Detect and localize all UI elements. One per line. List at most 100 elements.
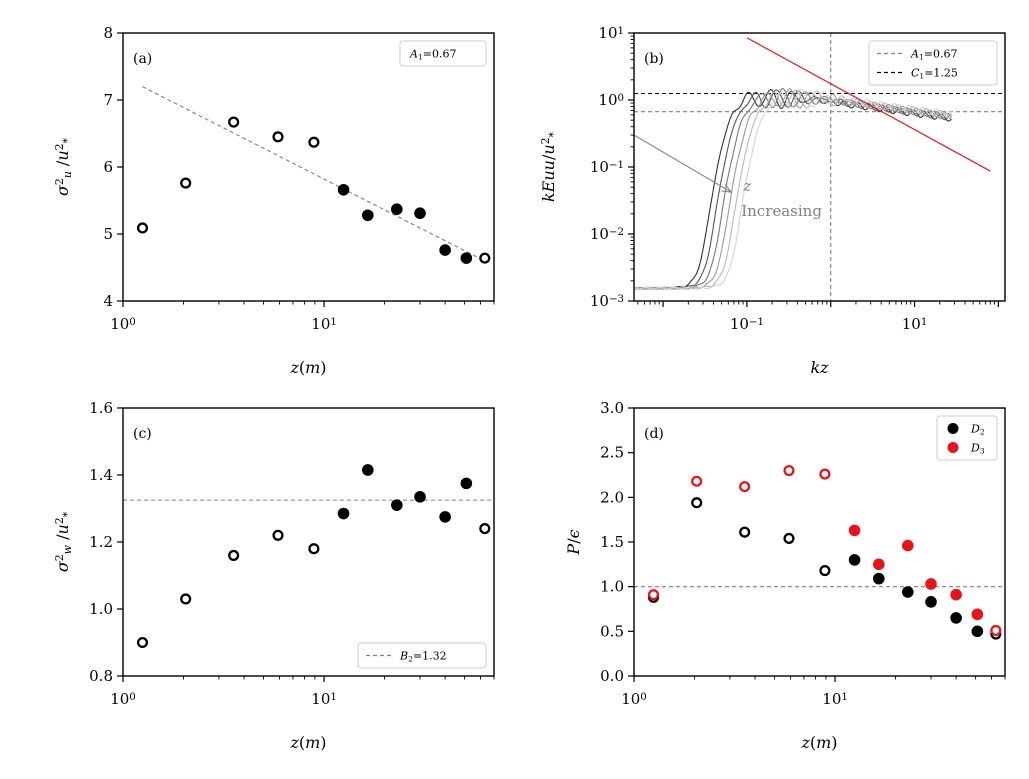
legend-b: [868, 40, 998, 86]
point-D3-open-5: [990, 624, 1002, 636]
legend-label-b-0: A1=0.67: [910, 48, 957, 62]
point-D2-filled-4: [950, 612, 962, 624]
point-open-2: [228, 549, 240, 561]
point-filled-4: [439, 511, 451, 523]
legend-label-d-1: D3: [970, 442, 985, 456]
point-D2-open-4: [819, 565, 831, 577]
y-axis-label-b: kEuu/u2*: [539, 131, 560, 202]
plot-area-a: [136, 86, 491, 264]
legend-marker-d-0: [947, 423, 959, 434]
y-tick-label-d-2: 1.0: [600, 578, 624, 596]
legend-a: [399, 40, 487, 67]
increasing-arrow-shaft: [634, 134, 732, 193]
legend-label-b-1: C1=1.25: [911, 67, 958, 81]
point-open-4: [308, 543, 320, 555]
y-tick-label-c-2: 1.2: [89, 533, 113, 551]
y-tick-label-c-3: 1.4: [89, 466, 113, 484]
point-open-5: [479, 252, 491, 264]
y-tick-label-d-5: 2.5: [600, 444, 624, 462]
x-tick-label-c-0: 100: [110, 690, 136, 708]
y-tick-label-a-4: 8: [103, 24, 113, 42]
panel-label-b: (b): [644, 51, 664, 67]
annotation-z: z: [742, 177, 751, 195]
fit-line-a-0: [142, 86, 481, 260]
legend-label-d-0: D2: [970, 423, 985, 437]
point-filled-0: [337, 183, 350, 196]
spectrum-s5: [634, 89, 953, 290]
y-tick-label-b-3: 100: [598, 91, 624, 109]
x-axis-label-c: z(m): [289, 733, 326, 752]
x-axis-label-a: z(m): [289, 358, 326, 377]
plot-area-b: [634, 33, 1005, 301]
point-open-1: [180, 593, 192, 605]
legend-c: [357, 642, 487, 669]
point-filled-3: [414, 207, 426, 220]
point-filled-4: [439, 244, 451, 256]
panel-a: 100 101 4 5 6 7 8 z(m) σ2u /u2* (a) A1=0.67: [53, 24, 495, 377]
x-tick-label-b-0: 10−1: [730, 315, 764, 333]
y-tick-label-a-1: 5: [103, 225, 113, 243]
y-tick-label-c-0: 0.8: [89, 667, 113, 685]
point-D3-filled-5: [971, 608, 984, 621]
legend-label-c-0: B2=1.32: [399, 650, 447, 664]
point-open-0: [136, 636, 149, 649]
spectrum-s2: [634, 89, 952, 290]
spectrum-s3: [634, 88, 953, 290]
y-tick-label-d-1: 0.5: [600, 622, 624, 640]
axes-frame-a: [122, 32, 495, 302]
y-tick-label-a-3: 7: [103, 91, 113, 109]
point-filled-1: [362, 209, 374, 222]
x-tick-label-c-1: 101: [311, 690, 337, 708]
y-axis-label-c: σ2w /u2*: [53, 511, 74, 572]
plot-area-c: [123, 464, 494, 649]
y-tick-label-b-4: 101: [598, 24, 624, 42]
point-D3-filled-3: [925, 578, 937, 590]
point-open-3: [272, 529, 284, 541]
point-filled-5: [460, 477, 473, 490]
point-D3-open-2: [739, 481, 751, 493]
point-open-3: [272, 131, 284, 143]
point-filled-2: [391, 203, 403, 216]
point-filled-0: [337, 507, 350, 520]
y-tick-label-b-1: 10−2: [590, 225, 624, 243]
panel-label-c: (c): [133, 426, 152, 442]
y-tick-label-a-2: 6: [103, 158, 113, 176]
point-D2-filled-5: [971, 625, 984, 638]
point-D3-open-3: [783, 464, 795, 477]
powerlaw-line: [746, 37, 991, 172]
spectrum-s1: [634, 89, 953, 290]
axes-frame-c: [122, 407, 495, 677]
panel-d: 100 101 0.0 0.5 1.0 1.5 2.0 2.5 3.0 z(m) P/ϵ (d) D2 D…: [564, 399, 1006, 752]
y-tick-label-d-4: 2.0: [600, 488, 624, 506]
point-D2-open-1: [691, 497, 703, 509]
point-D3-filled-2: [902, 539, 914, 552]
point-D3-open-0: [647, 589, 660, 601]
spectrum-s6: [634, 88, 952, 290]
point-D2-filled-0: [848, 554, 861, 566]
point-D2-open-3: [783, 532, 795, 544]
spectrum-s4: [634, 88, 952, 290]
point-D2-filled-3: [925, 596, 937, 608]
y-tick-label-d-6: 3.0: [600, 399, 624, 417]
x-tick-label-a-0: 100: [110, 315, 136, 333]
point-filled-3: [414, 490, 426, 503]
increasing-arrow-head: [721, 183, 733, 193]
x-axis-label-b: kz: [810, 358, 829, 377]
point-open-0: [136, 222, 149, 234]
x-axis-label-d: z(m): [800, 733, 837, 752]
x-tick-label-d-1: 101: [822, 690, 848, 708]
point-D2-filled-2: [902, 586, 914, 598]
y-tick-label-c-1: 1.0: [89, 600, 113, 618]
y-tick-label-d-0: 0.0: [600, 667, 624, 685]
y-tick-label-b-0: 10−3: [590, 292, 624, 310]
y-tick-label-c-4: 1.6: [89, 399, 113, 417]
point-filled-1: [362, 464, 374, 476]
panel-label-d: (d): [644, 426, 664, 442]
point-D3-filled-0: [848, 524, 861, 537]
panel-c: 100 101 0.8 1.0 1.2 1.4 1.6 z(m) σ2w /u2* (c) B2=1…: [53, 399, 495, 752]
point-open-1: [180, 177, 192, 189]
point-open-5: [479, 523, 491, 535]
plot-area-d: [634, 464, 1005, 640]
y-axis-label-a: σ2u /u2*: [53, 137, 74, 196]
